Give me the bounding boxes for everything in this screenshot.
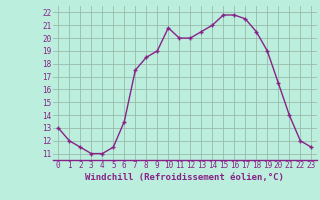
- X-axis label: Windchill (Refroidissement éolien,°C): Windchill (Refroidissement éolien,°C): [85, 173, 284, 182]
